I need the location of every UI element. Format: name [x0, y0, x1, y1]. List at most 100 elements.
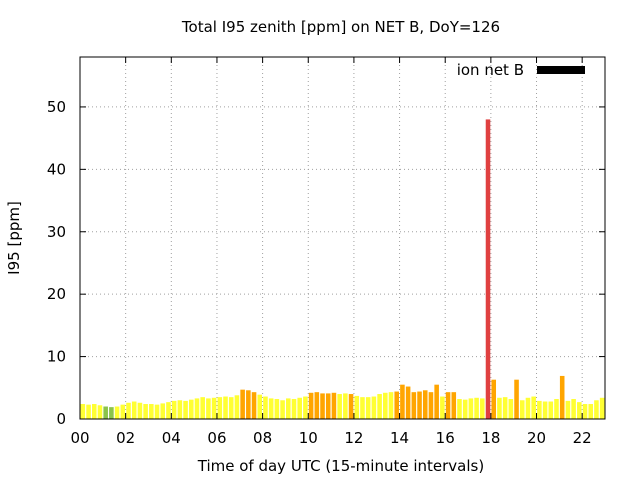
bar: [502, 397, 508, 419]
bar: [497, 397, 502, 419]
y-tick-label: 10: [47, 348, 66, 366]
bar: [468, 398, 474, 419]
bar: [86, 404, 91, 419]
bar: [200, 397, 205, 419]
bar: [383, 392, 388, 419]
bar: [417, 391, 422, 419]
bar: [308, 392, 314, 419]
bar: [462, 399, 468, 419]
x-tick-label: 14: [390, 429, 409, 447]
bar: [149, 404, 154, 419]
y-tick-label: 0: [56, 410, 66, 428]
bar: [371, 396, 377, 419]
bar: [97, 405, 103, 419]
y-tick-label: 40: [47, 160, 66, 178]
bar: [343, 393, 348, 419]
x-tick-label: 16: [436, 429, 455, 447]
y-tick-label: 30: [47, 223, 66, 241]
x-tick-label: 00: [70, 429, 89, 447]
bar: [337, 394, 342, 419]
bar: [388, 392, 394, 419]
bar: [542, 401, 548, 419]
bar: [274, 399, 280, 419]
y-tick-label: 20: [47, 285, 66, 303]
bar: [280, 400, 285, 419]
bar: [297, 397, 302, 419]
bar: [223, 396, 228, 419]
bar: [457, 399, 462, 419]
bar: [480, 398, 485, 419]
bar: [91, 404, 97, 419]
bar: [548, 401, 554, 419]
bar: [588, 404, 594, 419]
bar: [491, 379, 497, 419]
bar: [577, 402, 582, 419]
bar: [137, 402, 143, 419]
bar: [377, 394, 382, 419]
bar: [291, 399, 297, 419]
bar: [103, 406, 108, 419]
bar: [183, 400, 188, 419]
bar: [354, 395, 360, 419]
bar: [394, 391, 399, 419]
bar: [508, 399, 514, 419]
bar: [188, 399, 194, 419]
bar: [451, 392, 457, 419]
bar: [120, 404, 126, 419]
bar: [126, 402, 131, 419]
y-axis-label: I95 [ppm]: [5, 201, 23, 275]
ticks: [79, 57, 605, 420]
bar: [594, 400, 599, 419]
bar: [257, 394, 263, 419]
bar: [531, 396, 536, 419]
x-axis-label: Time of day UTC (15-minute intervals): [197, 457, 484, 475]
bar: [131, 401, 137, 419]
bar: [251, 392, 257, 419]
bar: [109, 407, 114, 419]
bar: [320, 393, 325, 419]
bar: [166, 402, 171, 419]
legend-swatch: [537, 66, 585, 74]
bar: [434, 384, 439, 419]
bar: [360, 397, 365, 419]
x-tick-label: 20: [527, 429, 546, 447]
bar: [559, 375, 565, 419]
plot-frame: [79, 56, 606, 420]
bar: [582, 404, 588, 419]
bar: [440, 396, 445, 419]
bars: [80, 119, 605, 420]
x-tick-label: 08: [253, 429, 272, 447]
bar: [445, 392, 451, 419]
bar: [348, 394, 354, 419]
bar: [206, 398, 211, 419]
bar: [246, 390, 251, 419]
bar: [160, 403, 166, 419]
bar: [240, 389, 245, 419]
bar: [228, 397, 234, 419]
bar: [286, 398, 291, 419]
chart-title: Total I95 zenith [ppm] on NET B, DoY=126: [181, 18, 500, 36]
bar: [234, 395, 240, 419]
bar: [411, 392, 417, 419]
bar: [405, 386, 411, 419]
legend: ion net B: [457, 61, 585, 79]
bar: [143, 404, 148, 419]
bar: [154, 404, 160, 419]
x-tick-label: 22: [573, 429, 592, 447]
bar: [565, 400, 571, 419]
bar: [485, 119, 491, 420]
bar: [474, 397, 479, 419]
bar: [428, 392, 434, 419]
x-tick-label: 06: [207, 429, 226, 447]
bar: [314, 392, 320, 419]
bar: [80, 404, 86, 419]
bar: [211, 397, 217, 419]
bar: [171, 400, 177, 419]
bar: [331, 392, 337, 419]
x-tick-label: 04: [162, 429, 181, 447]
x-tick-labels: 00 02 04 06 08 10 12 14 16 18 20 22: [70, 429, 591, 447]
bar: [268, 398, 274, 419]
grid: [80, 57, 605, 419]
bar: [571, 399, 576, 419]
